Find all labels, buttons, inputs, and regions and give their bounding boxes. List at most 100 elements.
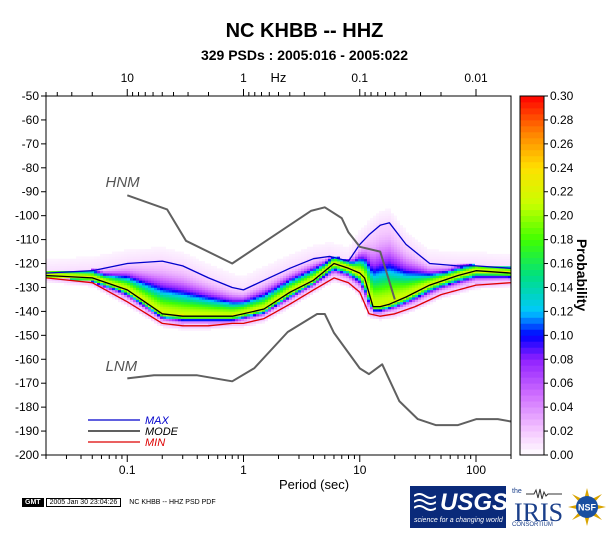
density-cell [91,280,94,283]
density-cell [373,258,376,262]
density-cell [367,306,370,310]
density-cell [178,294,181,298]
density-cell [232,285,235,288]
colorbar-band [520,131,544,139]
density-cell [247,301,250,305]
density-cell [190,277,193,281]
density-cell [175,253,178,257]
density-cell [244,301,247,305]
density-cell [505,273,508,276]
density-cell [361,227,364,231]
density-cell [466,261,469,264]
density-cell [157,282,160,286]
density-cell [376,316,379,319]
density-cell [169,316,172,319]
density-cell [232,320,235,324]
density-cell [202,280,205,283]
density-cell [340,253,343,257]
density-cell [151,251,154,255]
density-cell [178,309,181,312]
density-cell [130,304,133,307]
density-cell [499,280,502,283]
density-cell [166,299,169,303]
density-cell [151,249,154,252]
density-cell [217,318,220,322]
density-cell [499,275,502,279]
density-cell [361,232,364,236]
density-cell [274,261,277,264]
density-cell [214,289,217,293]
density-cell [493,277,496,281]
density-cell [427,258,430,262]
density-cell [283,273,286,276]
density-cell [355,263,358,267]
density-cell [307,268,310,272]
density-cell [172,304,175,307]
density-cell [100,275,103,279]
density-cell [478,273,481,276]
density-cell [136,277,139,281]
density-cell [460,280,463,283]
min-line [45,277,512,327]
density-cell [136,275,139,279]
density-cell [379,306,382,310]
density-cell [85,275,88,279]
y-tick-label: -110 [16,233,39,247]
density-cell [148,268,151,272]
density-cell [376,258,379,262]
density-cell [175,265,178,269]
density-cell [136,285,139,288]
density-cell [397,241,400,245]
density-cell [319,280,322,283]
density-cell [139,275,142,279]
density-cell [148,285,151,288]
density-cell [274,294,277,298]
density-cell [355,251,358,255]
density-cell [154,265,157,269]
density-cell [199,275,202,279]
density-cell [385,263,388,267]
density-cell [232,309,235,312]
density-cell [73,258,76,262]
density-cell [145,273,148,276]
density-cell [490,261,493,264]
density-cell [475,275,478,279]
density-cell [433,292,436,295]
density-cell [379,316,382,319]
density-cell [226,316,229,319]
noise-model-label: HNM [106,174,141,191]
density-cell [160,258,163,262]
density-cell [460,265,463,269]
density-cell [418,258,421,262]
density-cell [280,311,283,315]
density-cell [148,309,151,312]
density-cell [133,285,136,288]
density-cell [196,261,199,264]
density-cell [367,256,370,260]
density-cell [163,292,166,295]
density-cell [337,249,340,252]
density-cell [358,237,361,240]
density-cell [232,313,235,317]
density-cell [370,304,373,307]
density-cell [310,263,313,267]
density-cell [220,285,223,288]
density-cell [391,220,394,224]
density-cell [373,227,376,231]
density-cell [391,275,394,279]
density-cell [271,292,274,295]
density-cell [358,251,361,255]
density-cell [430,265,433,269]
density-cell [343,256,346,260]
density-cell [433,258,436,262]
density-cell [121,280,124,283]
density-cell [232,280,235,283]
density-cell [211,311,214,315]
density-cell [388,215,391,219]
density-cell [409,297,412,300]
footer-stamp: GMT 2005 Jan 30 23:04:26 NC KHBB -- HHZ PS… [22,498,216,507]
density-cell [187,316,190,319]
density-cell [385,306,388,310]
density-cell [247,280,250,283]
density-cell [280,285,283,288]
